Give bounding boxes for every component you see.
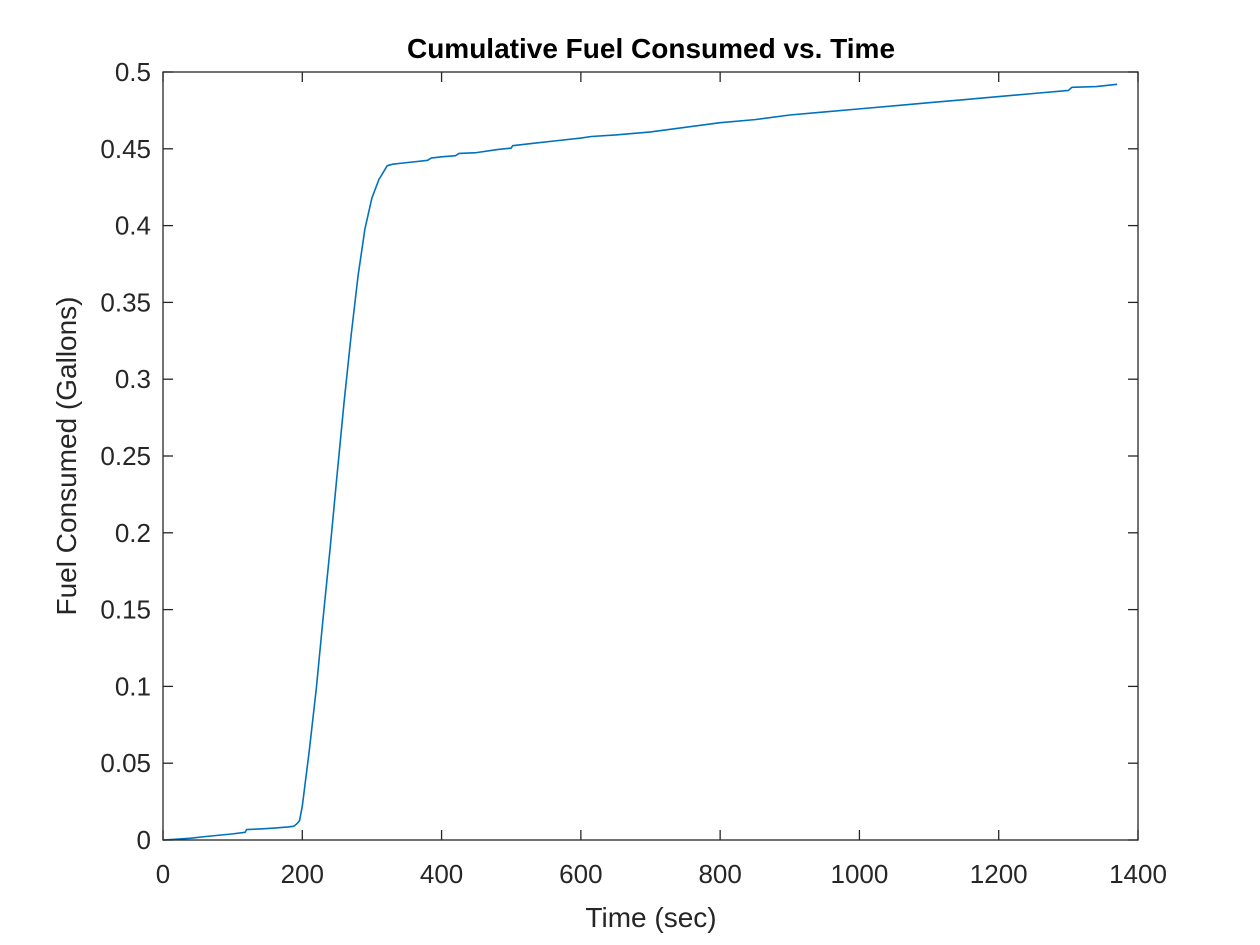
x-tick-label: 600 bbox=[559, 859, 602, 889]
chart-title: Cumulative Fuel Consumed vs. Time bbox=[407, 33, 895, 64]
x-tick-label: 400 bbox=[420, 859, 463, 889]
y-tick-label: 0.25 bbox=[100, 441, 151, 471]
y-tick-label: 0.2 bbox=[115, 518, 151, 548]
y-tick-label: 0.05 bbox=[100, 748, 151, 778]
y-tick-label: 0.35 bbox=[100, 287, 151, 317]
y-tick-label: 0.5 bbox=[115, 57, 151, 87]
fuel-consumed-line bbox=[162, 83, 1118, 841]
y-tick-label: 0.3 bbox=[115, 364, 151, 394]
y-tick-label: 0.1 bbox=[115, 671, 151, 701]
x-tick-label: 0 bbox=[156, 859, 170, 889]
x-tick-label: 800 bbox=[698, 859, 741, 889]
y-tick-label: 0.15 bbox=[100, 595, 151, 625]
x-tick-label: 1400 bbox=[1109, 859, 1167, 889]
y-tick-label: 0.4 bbox=[115, 211, 151, 241]
y-tick-label: 0.45 bbox=[100, 134, 151, 164]
y-tick-label: 0 bbox=[137, 825, 151, 855]
x-tick-labels: 0 200 400 600 800 1000 1200 1400 bbox=[156, 859, 1167, 889]
y-axis-label: Fuel Consumed (Gallons) bbox=[51, 296, 82, 615]
plot-area bbox=[163, 72, 1138, 840]
x-tick-label: 200 bbox=[281, 859, 324, 889]
x-axis-label: Time (sec) bbox=[585, 902, 716, 933]
axes-box bbox=[162, 71, 1139, 841]
x-tick-label: 1000 bbox=[831, 859, 889, 889]
x-tick-label: 1200 bbox=[970, 859, 1028, 889]
y-tick-labels: 0 0.05 0.1 0.15 0.2 0.25 0.3 0.35 0.4 0.45 0.5 bbox=[100, 57, 151, 855]
